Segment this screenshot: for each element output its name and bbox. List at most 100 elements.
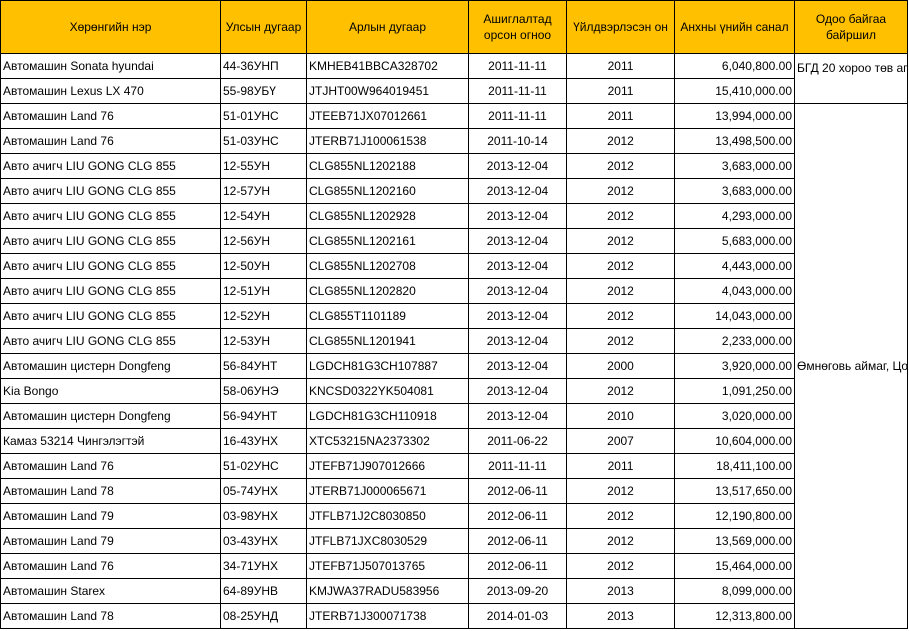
initial-price-cell: 12,190,800.00 (674, 503, 795, 529)
plate-number-cell: 12-57УН (220, 178, 307, 204)
location-cell-warehouse: БГД 20 хороо төв агуулахын байр (794, 53, 908, 104)
production-year-cell: 2012 (566, 228, 675, 254)
plate-number-cell: 12-52УН (220, 303, 307, 329)
asset-name-cell: Kia Bongo (0, 378, 221, 404)
table-row: Автомашин Land 76 34-71УНХ JTEFB71J5070137… (0, 553, 908, 579)
plate-number-cell: 16-43УНХ (220, 428, 307, 454)
production-year-cell: 2013 (566, 603, 675, 629)
production-year-cell: 2012 (566, 153, 675, 179)
vin-number-cell: JTEFB71J907012666 (306, 453, 469, 479)
commission-date-cell: 2013-12-04 (468, 153, 567, 179)
plate-number-cell: 64-89УНВ (220, 578, 307, 604)
plate-number-cell: 03-98УНХ (220, 503, 307, 529)
table-row: Авто ачигч LIU GONG CLG 855 12-53УН CLG855… (0, 328, 908, 354)
initial-price-cell: 15,410,000.00 (674, 78, 795, 104)
asset-name-cell: Авто ачигч LIU GONG CLG 855 (0, 228, 221, 254)
production-year-cell: 2010 (566, 403, 675, 429)
commission-date-cell: 2013-12-04 (468, 403, 567, 429)
plate-number-cell: 34-71УНХ (220, 553, 307, 579)
production-year-cell: 2011 (566, 453, 675, 479)
commission-date-cell: 2012-06-11 (468, 553, 567, 579)
table-row: Авто ачигч LIU GONG CLG 855 12-52УН CLG855… (0, 303, 908, 329)
table-row: Автомашин цистерн Dongfeng 56-84УНТ LGDCH8… (0, 353, 908, 379)
commission-date-cell: 2013-12-04 (468, 328, 567, 354)
initial-price-cell: 3,683,000.00 (674, 178, 795, 204)
initial-price-cell: 10,604,000.00 (674, 428, 795, 454)
production-year-cell: 2012 (566, 378, 675, 404)
table-row: Авто ачигч LIU GONG CLG 855 12-57УН CLG855… (0, 178, 908, 204)
plate-number-cell: 51-01УНС (220, 103, 307, 129)
production-year-cell: 2012 (566, 328, 675, 354)
asset-name-cell: Авто ачигч LIU GONG CLG 855 (0, 278, 221, 304)
production-year-cell: 2012 (566, 128, 675, 154)
initial-price-cell: 18,411,100.00 (674, 453, 795, 479)
table-row: Автомашин Land 76 51-02УНС JTEFB71J9070126… (0, 453, 908, 479)
initial-price-cell: 4,443,000.00 (674, 253, 795, 279)
production-year-cell: 2012 (566, 178, 675, 204)
vin-number-cell: CLG855NL1202820 (306, 278, 469, 304)
initial-price-cell: 6,040,800.00 (674, 53, 795, 79)
production-year-cell: 2011 (566, 53, 675, 79)
initial-price-cell: 13,994,000.00 (674, 103, 795, 129)
production-year-cell: 2011 (566, 103, 675, 129)
asset-name-cell: Авто ачигч LIU GONG CLG 855 (0, 153, 221, 179)
header-initial-price: Анхны үнийн санал (674, 0, 795, 54)
table-row: Авто ачигч LIU GONG CLG 855 12-56УН CLG855… (0, 228, 908, 254)
production-year-cell: 2012 (566, 278, 675, 304)
plate-number-cell: 12-54УН (220, 203, 307, 229)
commission-date-cell: 2011-11-11 (468, 78, 567, 104)
table-row: Авто ачигч LIU GONG CLG 855 12-50УН CLG855… (0, 253, 908, 279)
asset-name-cell: Автомашин Land 78 (0, 603, 221, 629)
header-vin-number: Арлын дугаар (306, 0, 469, 54)
vin-number-cell: KMJWA37RADU583956 (306, 578, 469, 604)
header-asset-name: Хөрөнгийн нэр (0, 0, 221, 54)
table-row: Автомашин Sonata hyundai 44-36УНП KMHEB41B… (0, 53, 908, 104)
initial-price-cell: 2,233,000.00 (674, 328, 795, 354)
plate-number-cell: 05-74УНХ (220, 478, 307, 504)
asset-name-cell: Авто ачигч LIU GONG CLG 855 (0, 178, 221, 204)
asset-name-cell: Авто ачигч LIU GONG CLG 855 (0, 203, 221, 229)
initial-price-cell: 13,569,000.00 (674, 528, 795, 554)
production-year-cell: 2012 (566, 478, 675, 504)
vin-number-cell: JTFLB71J2C8030850 (306, 503, 469, 529)
commission-date-cell: 2011-06-22 (468, 428, 567, 454)
commission-date-cell: 2011-10-14 (468, 128, 567, 154)
vin-number-cell: CLG855NL1202928 (306, 203, 469, 229)
table-row: Автомашин Land 79 03-98УНХ JTFLB71J2C80308… (0, 503, 908, 529)
commission-date-cell: 2013-12-04 (468, 253, 567, 279)
initial-price-cell: 1,091,250.00 (674, 378, 795, 404)
asset-name-cell: Авто ачигч LIU GONG CLG 855 (0, 328, 221, 354)
vin-number-cell: XTC53215NA2373302 (306, 428, 469, 454)
asset-name-cell: Автомашин Land 79 (0, 528, 221, 554)
initial-price-cell: 12,313,800.00 (674, 603, 795, 629)
production-year-cell: 2007 (566, 428, 675, 454)
plate-number-cell: 12-53УН (220, 328, 307, 354)
header-row: Хөрөнгийн нэр Улсын дугаар Арлын дугаар … (0, 0, 908, 54)
commission-date-cell: 2013-12-04 (468, 228, 567, 254)
asset-name-cell: Авто ачигч LIU GONG CLG 855 (0, 253, 221, 279)
initial-price-cell: 3,020,000.00 (674, 403, 795, 429)
header-commission-date: Ашиглалтад орсон огноо (468, 0, 567, 54)
production-year-cell: 2013 (566, 578, 675, 604)
asset-name-cell: Автомашин Sonata hyundai (0, 53, 221, 79)
asset-name-cell: Автомашин Land 76 (0, 103, 221, 129)
table-row: Автомашин Land 78 05-74УНХ JTERB71J0000656… (0, 478, 908, 504)
table-row: Авто ачигч LIU GONG CLG 855 12-55УН CLG855… (0, 153, 908, 179)
commission-date-cell: 2011-11-11 (468, 453, 567, 479)
header-current-location: Одоо байгаа байршил (794, 0, 908, 54)
production-year-cell: 2012 (566, 203, 675, 229)
plate-number-cell: 51-03УНС (220, 128, 307, 154)
initial-price-cell: 8,099,000.00 (674, 578, 795, 604)
table-row: Автомашин Land 76 51-01УНС JTEEB71JX070126… (0, 103, 908, 629)
vin-number-cell: LGDCH81G3CH110918 (306, 403, 469, 429)
vin-number-cell: CLG855NL1202161 (306, 228, 469, 254)
asset-name-cell: Автомашин Land 79 (0, 503, 221, 529)
plate-number-cell: 44-36УНП (220, 53, 307, 79)
table-row: Авто ачигч LIU GONG CLG 855 12-54УН CLG855… (0, 203, 908, 229)
vin-number-cell: JTERB71J100061538 (306, 128, 469, 154)
table-row: Автомашин Land 79 03-43УНХ JTFLB71JXC80305… (0, 528, 908, 554)
plate-number-cell: 58-06УНЭ (220, 378, 307, 404)
plate-number-cell: 12-50УН (220, 253, 307, 279)
asset-name-cell: Авто ачигч LIU GONG CLG 855 (0, 303, 221, 329)
vin-number-cell: CLG855T1101189 (306, 303, 469, 329)
